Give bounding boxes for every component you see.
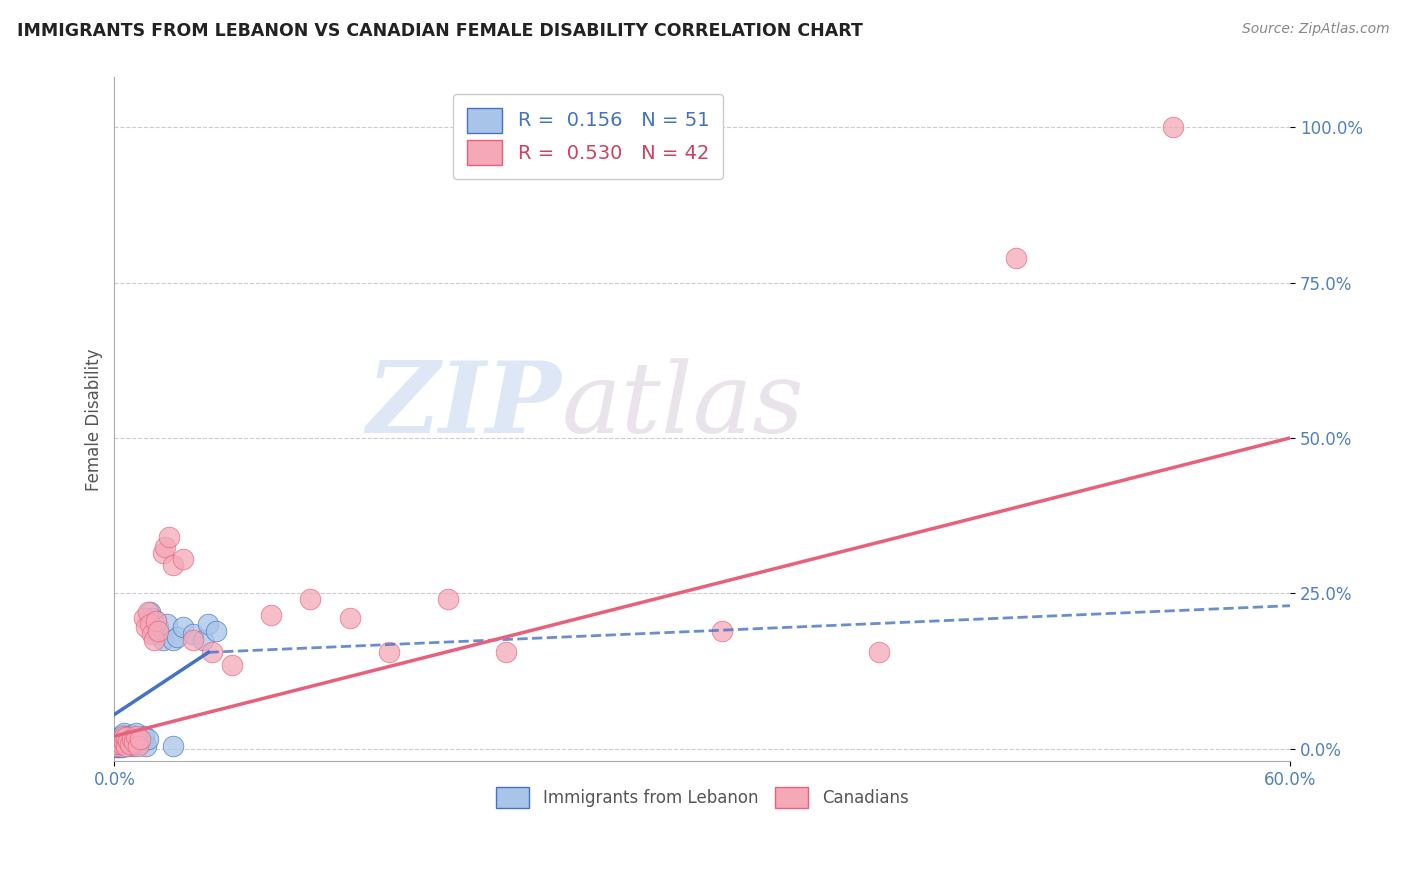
Point xyxy=(131,735,153,749)
Point xyxy=(111,732,134,747)
Point xyxy=(146,624,169,638)
Point xyxy=(135,739,157,753)
Point xyxy=(138,617,160,632)
Point xyxy=(112,732,135,747)
Point xyxy=(111,737,134,751)
Point xyxy=(105,739,128,754)
Point xyxy=(117,734,139,748)
Point xyxy=(141,611,163,625)
Point xyxy=(107,732,129,747)
Point xyxy=(111,739,134,754)
Point xyxy=(166,630,188,644)
Text: IMMIGRANTS FROM LEBANON VS CANADIAN FEMALE DISABILITY CORRELATION CHART: IMMIGRANTS FROM LEBANON VS CANADIAN FEMA… xyxy=(17,22,863,40)
Point xyxy=(136,605,159,619)
Point xyxy=(201,645,224,659)
Point xyxy=(125,734,148,748)
Point xyxy=(112,726,135,740)
Point xyxy=(125,726,148,740)
Point xyxy=(117,739,139,753)
Point xyxy=(495,645,517,659)
Point xyxy=(162,558,184,573)
Point xyxy=(148,626,170,640)
Point xyxy=(120,737,142,751)
Point xyxy=(112,729,135,743)
Point xyxy=(128,732,150,747)
Point xyxy=(122,739,145,753)
Point xyxy=(125,729,148,743)
Point xyxy=(121,728,143,742)
Point xyxy=(111,734,134,748)
Point xyxy=(377,645,399,659)
Point xyxy=(299,592,322,607)
Point xyxy=(156,617,179,632)
Point xyxy=(138,605,160,619)
Point xyxy=(115,735,138,749)
Point xyxy=(127,737,149,751)
Point xyxy=(172,552,194,566)
Point xyxy=(115,731,138,745)
Point xyxy=(127,739,149,753)
Point xyxy=(221,657,243,672)
Point xyxy=(436,592,458,607)
Point xyxy=(145,614,167,628)
Point xyxy=(172,620,194,634)
Point xyxy=(157,530,180,544)
Point xyxy=(112,737,135,751)
Point xyxy=(710,624,733,638)
Point xyxy=(142,632,165,647)
Point xyxy=(122,735,145,749)
Point xyxy=(868,645,890,659)
Text: atlas: atlas xyxy=(561,358,804,453)
Point xyxy=(132,729,155,743)
Point xyxy=(197,617,219,632)
Text: ZIP: ZIP xyxy=(366,358,561,454)
Point xyxy=(112,735,135,749)
Point xyxy=(107,737,129,751)
Point xyxy=(132,611,155,625)
Point xyxy=(145,614,167,628)
Point xyxy=(105,739,128,753)
Y-axis label: Female Disability: Female Disability xyxy=(86,348,103,491)
Point xyxy=(117,729,139,743)
Point xyxy=(162,632,184,647)
Point xyxy=(142,624,165,638)
Text: Source: ZipAtlas.com: Source: ZipAtlas.com xyxy=(1241,22,1389,37)
Point xyxy=(105,739,128,753)
Point xyxy=(110,735,132,749)
Point xyxy=(110,734,132,748)
Point xyxy=(120,737,142,751)
Point xyxy=(107,739,129,754)
Point xyxy=(135,620,157,634)
Point xyxy=(121,735,143,749)
Point xyxy=(121,732,143,747)
Point xyxy=(128,732,150,747)
Point xyxy=(339,611,361,625)
Point xyxy=(146,620,169,634)
Point xyxy=(107,734,129,748)
Point xyxy=(152,546,174,560)
Point xyxy=(1161,120,1184,135)
Legend: Immigrants from Lebanon, Canadians: Immigrants from Lebanon, Canadians xyxy=(489,780,915,814)
Point xyxy=(152,632,174,647)
Point xyxy=(115,739,138,753)
Point xyxy=(1004,251,1026,265)
Point xyxy=(117,734,139,748)
Point xyxy=(111,739,134,753)
Point xyxy=(155,540,177,554)
Point xyxy=(205,624,228,638)
Point xyxy=(107,737,129,751)
Point xyxy=(110,731,132,745)
Point xyxy=(260,607,283,622)
Point xyxy=(181,626,204,640)
Point xyxy=(122,731,145,745)
Point xyxy=(162,739,184,753)
Point xyxy=(120,732,142,747)
Point xyxy=(181,632,204,647)
Point xyxy=(191,632,214,647)
Point xyxy=(111,728,134,742)
Point xyxy=(110,739,132,754)
Point xyxy=(115,731,138,745)
Point xyxy=(141,626,163,640)
Point xyxy=(136,732,159,747)
